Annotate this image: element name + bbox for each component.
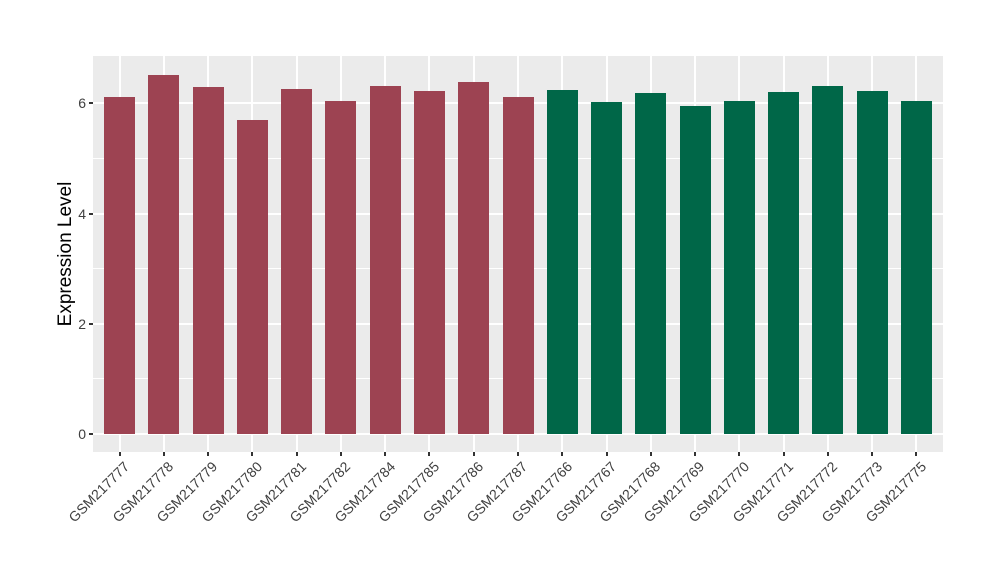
y-tick-mark [89,102,93,105]
x-tick-mark [826,452,829,456]
bar-GSM217773 [856,91,888,434]
plot-panel [93,56,943,452]
x-tick-mark [738,452,741,456]
bar-GSM217785 [413,91,445,434]
y-axis-title: Expression Level [55,181,76,327]
bar-GSM217787 [502,97,534,434]
bar-GSM217768 [635,93,667,434]
x-tick-mark [251,452,254,456]
y-tick-label: 4 [78,205,86,222]
x-tick-mark [517,452,519,456]
bar-GSM217769 [679,105,711,434]
y-tick-label: 2 [78,315,86,332]
bar-GSM217766 [546,90,578,434]
bar-GSM217782 [325,101,357,434]
x-tick-mark [384,452,387,456]
x-tick-mark [339,452,342,456]
y-tick-mark [89,212,93,215]
bar-GSM217777 [104,96,136,434]
y-tick-mark [89,322,93,325]
bar-GSM217784 [369,86,401,434]
x-tick-mark [871,452,874,456]
bar-GSM217775 [900,101,932,434]
bar-GSM217767 [591,101,623,434]
bar-GSM217779 [192,86,224,434]
x-tick-mark [605,452,608,456]
horizontal-major-gridline [93,433,943,435]
x-tick-mark [428,452,431,456]
x-tick-mark [915,452,918,456]
bar-GSM217771 [768,91,800,434]
y-tick-mark [89,433,93,435]
x-tick-mark [472,452,475,456]
x-tick-mark [207,452,210,456]
x-tick-mark [782,452,785,456]
bar-GSM217772 [812,86,844,434]
bar-GSM217781 [281,88,313,434]
x-tick-mark [649,452,652,456]
bar-GSM217778 [148,74,180,434]
y-tick-label: 6 [78,95,86,112]
x-tick-mark [561,452,564,456]
x-tick-mark [295,452,298,456]
bar-GSM217770 [723,101,755,434]
x-tick-mark [162,452,165,456]
bar-GSM217786 [458,81,490,434]
bar-GSM217780 [236,119,268,434]
y-tick-label: 0 [78,426,86,442]
x-tick-mark [118,452,121,456]
x-tick-mark [694,452,697,456]
